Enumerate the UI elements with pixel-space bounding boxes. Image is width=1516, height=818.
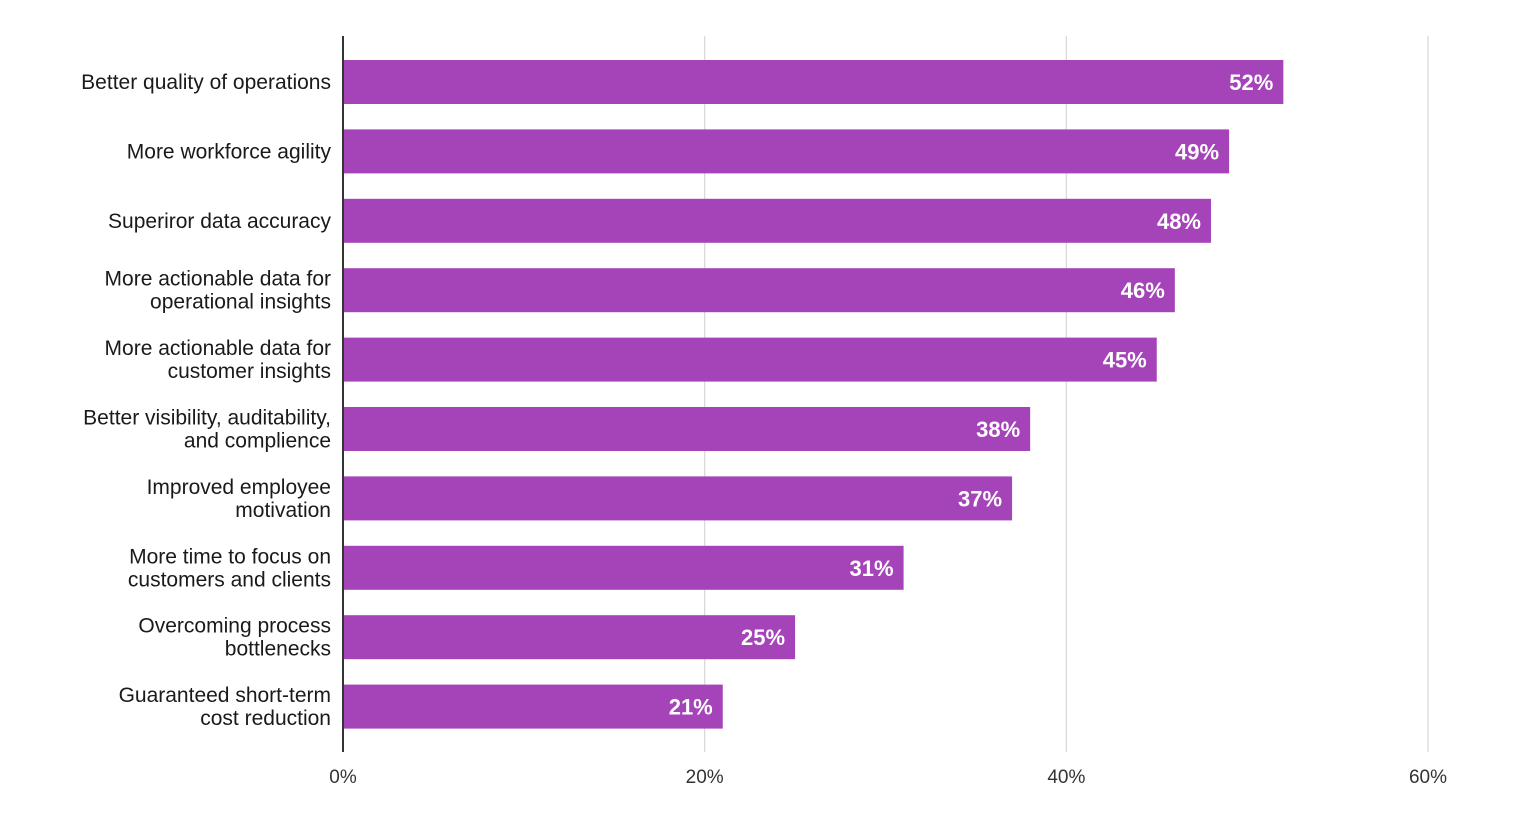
category-label-line: Guaranteed short-term — [119, 684, 331, 707]
bar — [343, 476, 1013, 521]
bar — [343, 337, 1157, 382]
category-label-line: Superiror data accuracy — [108, 210, 331, 233]
category-label-line: customer insights — [168, 360, 331, 383]
bar-value-label: 25% — [741, 625, 785, 650]
bar-value-label: 52% — [1229, 70, 1273, 95]
category-label-line: Overcoming process — [138, 615, 331, 638]
bar — [343, 684, 723, 729]
bar-value-label: 38% — [976, 417, 1020, 442]
category-label: Better quality of operations — [81, 71, 331, 94]
category-label-line: cost reduction — [200, 707, 331, 730]
bar — [343, 60, 1284, 104]
bar — [343, 615, 796, 660]
bars: 52% 49% 48% 46% 45% 38% 37% 31% 25% 21% — [343, 60, 1284, 729]
bar — [343, 407, 1031, 451]
category-label-line: and complience — [184, 430, 331, 453]
bar — [343, 545, 904, 590]
bar-value-label: 37% — [958, 486, 1002, 511]
category-label: Better visibility, auditability, and comp… — [83, 407, 331, 453]
category-label: More workforce agility — [127, 140, 332, 163]
x-tick-label: 40% — [1047, 767, 1085, 788]
category-label-line: Better quality of operations — [81, 71, 331, 94]
category-label-line: motivation — [235, 499, 331, 522]
category-label: Improved employee motivation — [147, 476, 331, 522]
category-label-line: operational insights — [150, 291, 331, 314]
category-label-line: bottlenecks — [225, 638, 331, 661]
category-label-line: More time to focus on — [129, 545, 331, 568]
bar — [343, 268, 1175, 313]
bar-value-label: 48% — [1157, 209, 1201, 234]
x-tick-label: 20% — [686, 767, 724, 788]
bar-value-label: 46% — [1121, 278, 1165, 303]
bar-value-label: 21% — [669, 695, 713, 720]
x-tick-label: 0% — [329, 767, 357, 788]
category-labels: Better quality of operations More workfor… — [81, 71, 331, 730]
category-label-line: More actionable data for — [105, 268, 331, 291]
category-label: Guaranteed short-term cost reduction — [119, 684, 331, 730]
bar — [343, 198, 1211, 243]
category-label-line: Better visibility, auditability, — [83, 407, 331, 430]
category-label: More actionable data for operational insi… — [105, 268, 331, 314]
x-axis-ticks: 0% 20% 40% 60% — [329, 767, 1447, 788]
x-tick-label: 60% — [1409, 767, 1447, 788]
bar — [343, 129, 1230, 174]
bar-value-label: 31% — [850, 556, 894, 581]
category-label: Superiror data accuracy — [108, 210, 331, 233]
bar-value-label: 49% — [1175, 139, 1219, 164]
category-label-line: Improved employee — [147, 476, 331, 499]
category-label: More time to focus on customers and clien… — [128, 545, 331, 591]
bar-value-label: 45% — [1103, 348, 1147, 373]
category-label-line: customers and clients — [128, 568, 331, 591]
category-label: More actionable data for customer insight… — [105, 337, 331, 383]
category-label-line: More workforce agility — [127, 140, 332, 163]
category-label-line: More actionable data for — [105, 337, 331, 360]
category-label: Overcoming process bottlenecks — [138, 615, 331, 661]
